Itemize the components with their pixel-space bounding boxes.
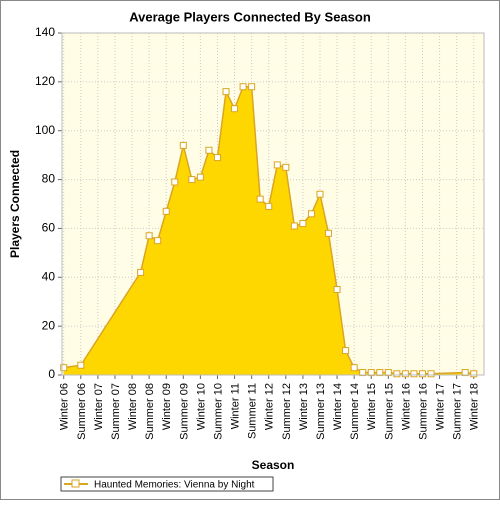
marker [359, 369, 367, 377]
marker [350, 364, 358, 372]
marker [239, 83, 247, 91]
marker [273, 161, 281, 169]
marker [307, 210, 315, 218]
x-tick-label: Summer 12 [281, 383, 293, 440]
legend-label: Haunted Memories: Vienna by Night [94, 480, 255, 491]
x-tick-label: Winter 17 [435, 383, 447, 430]
marker [290, 222, 298, 230]
x-tick-label: Winter 08 [127, 383, 139, 430]
marker [196, 173, 204, 181]
marker [231, 105, 239, 113]
x-tick-label: Winter 13 [298, 383, 310, 430]
x-tick-label: Winter 06 [59, 383, 71, 430]
area [63, 86, 474, 375]
x-axis-title: Season [252, 458, 295, 472]
marker [248, 83, 256, 91]
y-tick-label: 120 [35, 74, 55, 88]
marker [384, 369, 392, 377]
y-tick-label: 40 [42, 269, 56, 283]
x-tick-label: Winter 11 [230, 383, 242, 429]
y-tick-label: 0 [48, 367, 55, 381]
marker [154, 237, 162, 245]
plot-border [61, 32, 485, 376]
x-tick-label: Summer 17 [452, 383, 464, 440]
x-tick-label: Winter 18 [469, 383, 481, 430]
marker [256, 195, 264, 203]
marker [427, 370, 435, 378]
marker [410, 370, 418, 378]
legend-marker [71, 479, 80, 488]
x-tick-label: Winter 15 [366, 383, 378, 430]
marker [213, 154, 221, 162]
x-tick-label: Summer 14 [349, 383, 361, 440]
y-tick-label: 140 [35, 25, 55, 39]
x-tick-label: Summer 09 [178, 383, 190, 440]
x-tick-label: Summer 06 [76, 383, 88, 440]
marker [222, 88, 230, 96]
marker [162, 207, 170, 215]
x-tick-label: Summer 15 [383, 383, 395, 440]
marker [171, 178, 179, 186]
marker [333, 286, 341, 293]
x-tick-label: Summer 08 [144, 383, 156, 440]
marker [342, 347, 350, 355]
marker [316, 190, 324, 198]
y-tick-label: 60 [42, 221, 56, 235]
marker [367, 369, 375, 377]
x-tick-label: Winter 14 [332, 383, 344, 430]
marker [393, 370, 401, 378]
legend: Haunted Memories: Vienna by Night [60, 476, 274, 492]
x-tick-label: Winter 09 [161, 383, 173, 430]
marker [401, 370, 409, 378]
marker [299, 220, 307, 228]
marker [188, 176, 196, 184]
marker [205, 146, 213, 154]
x-tick-label: Winter 07 [93, 383, 105, 430]
y-tick-label: 80 [42, 172, 56, 186]
legend-box [60, 476, 274, 492]
marker [60, 364, 68, 372]
x-tick-label: Summer 07 [110, 383, 122, 440]
marker [179, 141, 187, 149]
x-tick-label: Summer 11 [247, 383, 259, 439]
x-tick-label: Summer 10 [212, 383, 224, 440]
marker [145, 232, 153, 240]
marker [376, 369, 384, 377]
x-tick-label: Summer 13 [315, 383, 327, 440]
marker [77, 361, 85, 369]
y-tick-label: 20 [42, 318, 56, 332]
marker [418, 370, 426, 378]
marker [282, 163, 290, 171]
x-tick-label: Winter 16 [400, 383, 412, 430]
marker [265, 202, 273, 210]
marker [470, 370, 478, 378]
marker [137, 268, 145, 276]
x-tick-label: Winter 12 [264, 383, 276, 430]
marker [461, 369, 469, 377]
marker [325, 229, 333, 237]
y-tick-label: 100 [35, 123, 55, 137]
y-axis-title: Players Connected [8, 150, 22, 258]
chart-title: Average Players Connected By Season [129, 9, 371, 24]
x-tick-label: Winter 10 [195, 383, 207, 430]
x-tick-label: Summer 16 [417, 383, 429, 440]
